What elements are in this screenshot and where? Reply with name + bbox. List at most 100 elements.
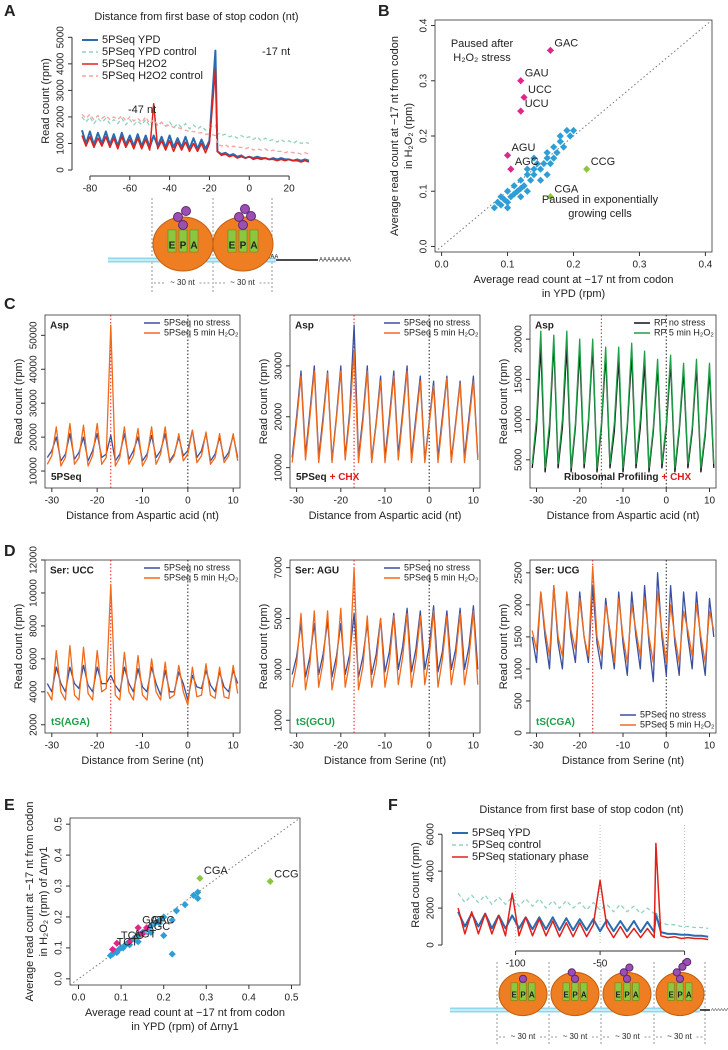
codon-label: Ser: UCC	[50, 566, 94, 577]
point	[520, 93, 528, 101]
y-tick-label: 10000	[274, 453, 285, 481]
point	[147, 922, 155, 930]
y-tick-label: 2000	[426, 897, 437, 920]
x-tick-label: 0.5	[285, 993, 299, 1004]
site-label: A	[529, 991, 535, 1000]
legend-label: 5PSeq 5 min H₂O₂	[164, 327, 239, 337]
point-label: CCG	[591, 156, 615, 168]
x-axis-label: in YPD (rpm)	[542, 288, 605, 300]
method-name: tS(AGA)	[51, 717, 90, 728]
x-tick-label: -10	[135, 741, 150, 752]
x-tick-label: 0	[246, 184, 252, 195]
point	[527, 176, 535, 184]
point	[134, 938, 142, 946]
trna	[562, 982, 570, 1001]
point	[569, 126, 578, 135]
plot-frame	[69, 817, 301, 986]
trna	[614, 982, 622, 1001]
trna	[528, 982, 536, 1001]
peptide	[570, 974, 580, 983]
point	[523, 187, 531, 195]
annotation: Paused after	[451, 38, 514, 50]
method-extra: + CHX	[330, 472, 360, 483]
point	[546, 193, 555, 201]
x-tick-label: -10	[378, 496, 393, 507]
y-tick-label: 5000	[514, 448, 525, 471]
y-tick-label: 20000	[29, 423, 40, 451]
codon-label: Ser: UCG	[535, 566, 580, 577]
x-tick-label: 0	[185, 741, 191, 752]
peptide	[178, 220, 188, 230]
y-tick-label: 0.3	[419, 73, 430, 87]
peptide	[619, 968, 628, 977]
x-tick-label: -80	[83, 184, 98, 195]
annotation: Paused in exponentially	[542, 194, 659, 206]
panel-letter: C	[4, 296, 16, 313]
y-tick-label: 10000	[514, 405, 525, 433]
point	[168, 950, 176, 958]
x-axis-label: Distance from Serine (nt)	[562, 755, 684, 767]
point	[517, 107, 525, 115]
point	[160, 913, 168, 921]
point	[563, 126, 571, 135]
legend-label: 5PSeq stationary phase	[472, 851, 589, 863]
x-tick-label: -40	[162, 184, 177, 195]
annotation: H₂O₂ stress	[453, 52, 511, 64]
point	[108, 945, 117, 954]
x-tick-label: 10	[704, 741, 716, 752]
x-tick-label: 0	[663, 496, 669, 507]
annotation: -47 nt	[128, 104, 156, 116]
x-tick-label: -10	[616, 741, 631, 752]
series-line	[291, 605, 479, 678]
y-axis-label: Average read count at −17 nt from codon	[389, 36, 401, 236]
y-tick-label: 1000	[56, 132, 67, 155]
point	[194, 888, 202, 896]
x-tick-label: 10	[468, 741, 480, 752]
peptide	[678, 962, 687, 971]
trna	[249, 229, 259, 253]
point	[160, 931, 168, 940]
point	[523, 171, 531, 179]
y-tick-label: 500	[514, 692, 525, 709]
site-label: A	[633, 991, 639, 1000]
y-tick-label: 20000	[274, 402, 285, 430]
y-tick-label: 2000	[56, 105, 67, 128]
y-tick-label: 10000	[29, 457, 40, 485]
peptide	[181, 206, 191, 216]
site-label: E	[169, 241, 176, 252]
point	[543, 148, 551, 157]
x-axis-label: Average read count at −17 nt from codon	[473, 274, 673, 286]
method-name: tS(CGA)	[536, 717, 575, 728]
site-label: A	[686, 991, 692, 1000]
series-line	[81, 113, 310, 155]
point	[507, 165, 515, 173]
x-axis-label: in YPD (rpm) of Δrny1	[131, 1021, 238, 1033]
legend-label: RP no stress	[654, 317, 706, 327]
method-extra: + CHX	[661, 472, 691, 483]
y-tick-label: 4000	[56, 52, 67, 75]
point	[517, 193, 525, 201]
point	[172, 907, 181, 915]
series-line	[531, 565, 715, 664]
site-label: P	[520, 991, 526, 1000]
site-label: P	[180, 241, 187, 252]
annotation: -17 nt	[262, 46, 290, 58]
point	[523, 165, 531, 173]
point	[196, 874, 204, 882]
y-tick-label: 0.1	[419, 184, 430, 198]
x-tick-label: -20	[573, 741, 588, 752]
point-label: TCC	[121, 930, 144, 942]
point-label: GAC	[554, 37, 578, 49]
series-line	[531, 572, 715, 683]
x-axis-label: Distance from Aspartic acid (nt)	[66, 510, 219, 522]
trna	[667, 982, 675, 1001]
y-tick-label: 12000	[29, 546, 40, 574]
point	[119, 944, 127, 952]
site-label: E	[512, 991, 518, 1000]
y-axis-label: Read count (rpm)	[498, 359, 510, 445]
method-name: Ribosomal Profiling	[564, 472, 658, 483]
peptide	[622, 974, 632, 983]
x-tick-label: -30	[529, 496, 544, 507]
